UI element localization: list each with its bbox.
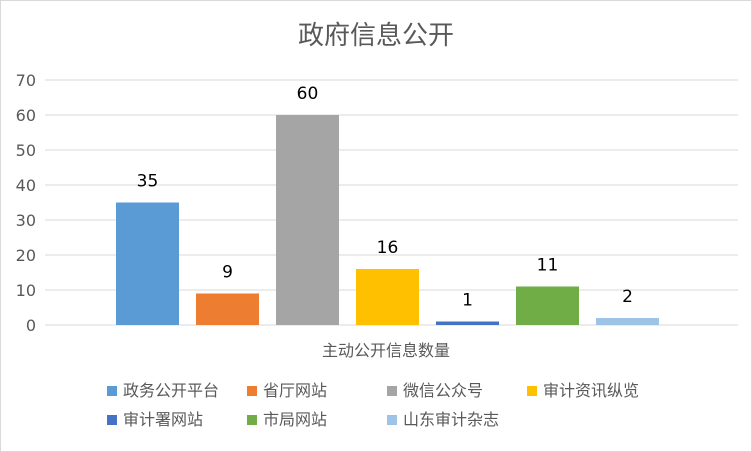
legend-label: 微信公众号	[403, 381, 483, 400]
y-tick-label: 20	[16, 246, 36, 265]
y-tick-label: 30	[16, 211, 36, 230]
bar	[116, 202, 179, 325]
legend-label: 审计资讯纵览	[543, 381, 639, 400]
x-axis-label: 主动公开信息数量	[322, 341, 450, 360]
y-tick-label: 40	[16, 176, 36, 195]
legend-label: 市局网站	[263, 410, 327, 429]
chart-title: 政府信息公开	[298, 21, 454, 51]
data-label: 16	[377, 238, 399, 258]
legend-label: 政务公开平台	[123, 381, 219, 400]
legend-label: 山东审计杂志	[403, 410, 499, 429]
y-tick-label: 0	[26, 316, 36, 335]
bar	[596, 318, 659, 325]
y-tick-label: 60	[16, 106, 36, 125]
y-tick-label: 50	[16, 141, 36, 160]
legend-swatch	[107, 386, 117, 396]
y-tick-label: 70	[16, 71, 36, 90]
legend-swatch	[107, 415, 117, 425]
bar	[196, 293, 259, 325]
data-label: 60	[297, 84, 319, 104]
data-label: 35	[137, 172, 159, 192]
y-tick-label: 10	[16, 281, 36, 300]
data-label: 1	[462, 291, 473, 311]
y-axis-ticks: 0 10 20 30 40 50 60 70	[16, 71, 36, 335]
bar	[276, 115, 339, 325]
legend-label: 省厅网站	[263, 381, 327, 400]
bars	[116, 115, 659, 325]
data-label: 11	[537, 256, 559, 276]
legend-label: 审计署网站	[123, 410, 203, 429]
data-label: 9	[222, 263, 233, 283]
data-label: 2	[622, 287, 633, 307]
bar	[356, 269, 419, 325]
bar	[436, 321, 499, 325]
legend-swatch	[527, 386, 537, 396]
legend-swatch	[387, 386, 397, 396]
legend-swatch	[247, 415, 257, 425]
legend-swatch	[247, 386, 257, 396]
bar	[516, 286, 579, 325]
legend-swatch	[387, 415, 397, 425]
